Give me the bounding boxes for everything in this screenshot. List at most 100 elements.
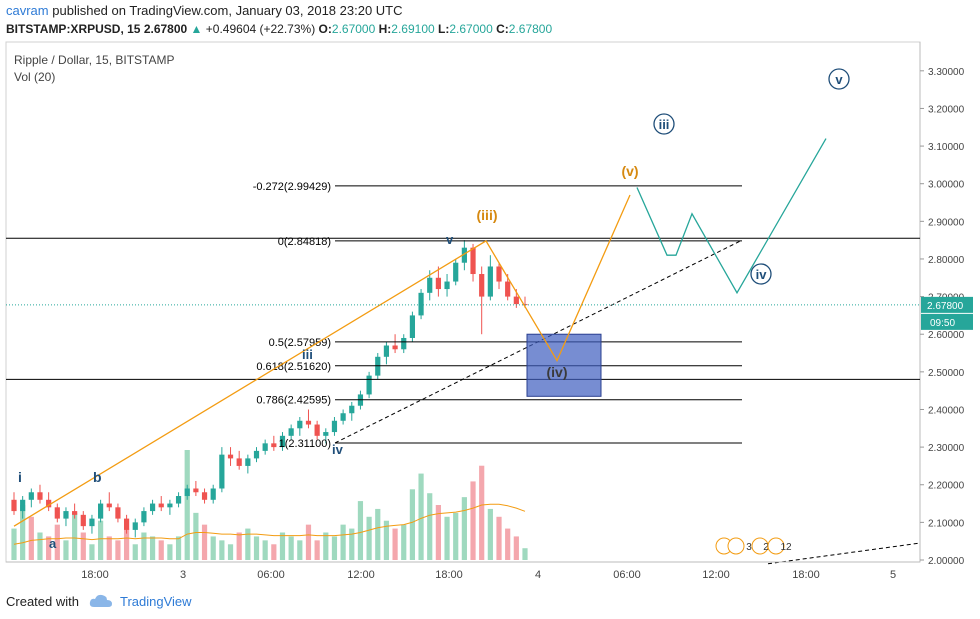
x-tick-label: 06:00	[613, 569, 641, 581]
candle-body	[427, 277, 433, 293]
y-tick-label: 2.60000	[928, 330, 965, 341]
x-tick-label: 12:00	[702, 569, 730, 581]
candle-body	[63, 511, 69, 519]
footer: Created with TradingView	[6, 594, 192, 611]
volume-bar	[418, 473, 424, 560]
teal-wave-path	[636, 138, 827, 295]
change-value: +0.49604 (+22.73%)	[205, 22, 316, 36]
candle-body	[167, 503, 173, 508]
volume-bar	[366, 516, 372, 560]
candle-body	[158, 503, 164, 508]
symbol-ohlc-bar: BITSTAMP:XRPUSD, 15 2.67800 ▲ +0.49604 (…	[6, 22, 552, 36]
wave-label-iii-circled-circle	[653, 113, 675, 135]
wave-label-a: a	[49, 536, 57, 551]
wave-label-iv-circled-circle	[750, 263, 772, 285]
volume-bar	[201, 524, 208, 560]
candle-body	[479, 274, 485, 297]
volume-bar	[305, 524, 312, 560]
last-price-tag-label: 2.67800	[927, 301, 964, 312]
price-chart[interactable]: -0.272(2.99429) 0(2.84818) 0.5(2.57959) 0.6…	[0, 40, 980, 596]
candle-body	[184, 488, 190, 497]
volume-bar	[158, 540, 164, 560]
candle-body	[288, 428, 294, 436]
countdown-tag	[921, 313, 973, 330]
volume-bar	[487, 508, 493, 560]
x-tick-label: 5	[890, 569, 896, 581]
y-tick-label: 3.30000	[928, 67, 965, 78]
author-link[interactable]: cavram	[6, 3, 49, 18]
tradingview-cloud-icon	[89, 594, 113, 611]
volume-bar	[323, 532, 329, 560]
volume-bar	[149, 536, 156, 560]
candle-body	[201, 492, 208, 500]
symbol-label: BITSTAMP:XRPUSD, 15	[6, 22, 141, 36]
x-tick-label: 3	[180, 569, 186, 581]
volume-ma-line	[13, 503, 526, 545]
volume-bar	[245, 528, 251, 560]
candle-body	[28, 492, 34, 500]
open-label: O:	[318, 22, 332, 36]
volume-bar	[72, 512, 78, 560]
volume-bar	[210, 536, 216, 560]
volume-bar	[435, 505, 441, 560]
candle-body	[271, 443, 277, 448]
volume-bar	[461, 497, 467, 560]
event-badge-count: 2	[763, 542, 769, 553]
high-label: H:	[378, 22, 392, 36]
volume-bar	[314, 540, 320, 560]
volume-bar	[98, 520, 104, 560]
volume-bar	[184, 450, 190, 560]
axis-layer: 3.30000 3.20000 3.10000 3.00000 2.90000 2.800…	[6, 67, 973, 581]
trendline-dashed-lower	[767, 542, 921, 565]
fib-level-label: 1(2.31100)	[279, 438, 331, 450]
candle-body	[37, 492, 43, 500]
x-tick-label: 18:00	[435, 569, 463, 581]
low-value: 2.67000	[449, 22, 493, 36]
candle-body	[80, 514, 86, 527]
candle-body	[106, 503, 112, 508]
x-tick-label: 4	[535, 569, 541, 581]
candle-body	[513, 296, 519, 305]
volume-indicator-label: Vol (20)	[14, 70, 55, 84]
y-tick-label: 2.50000	[928, 368, 965, 379]
candle-body	[46, 499, 52, 508]
candle-body	[409, 315, 416, 338]
fib-layer: -0.272(2.99429) 0(2.84818) 0.5(2.57959) 0.6…	[6, 181, 920, 450]
volume-bar	[20, 505, 26, 560]
volume-bar	[409, 489, 416, 560]
volume-bar	[132, 544, 138, 560]
candle-body	[461, 247, 467, 263]
candle-body	[11, 499, 17, 512]
candle-body	[20, 499, 26, 512]
volume-bar	[453, 512, 459, 560]
volume-bar	[167, 544, 173, 560]
volume-bar	[115, 540, 121, 560]
candle-body	[132, 522, 138, 530]
candle-body	[54, 507, 60, 519]
candle-body	[98, 503, 104, 519]
candle-body	[366, 375, 372, 395]
volume-bar	[470, 481, 476, 560]
last-price-tag	[921, 296, 973, 313]
volume-bar	[227, 544, 234, 560]
wave-label-v-small: v	[446, 232, 454, 247]
candle-body	[123, 518, 130, 530]
candle-body	[279, 435, 286, 448]
y-tick-label: 2.20000	[928, 481, 965, 492]
volume-bar	[522, 548, 528, 560]
volume-bar	[505, 528, 511, 560]
volume-bar	[357, 501, 364, 560]
publish-info: cavram published on TradingView.com, Jan…	[6, 3, 403, 18]
candle-body	[323, 432, 329, 436]
y-tick-label: 2.10000	[928, 518, 965, 529]
volume-bar	[331, 536, 338, 560]
wave-label-v-circled-circle	[828, 68, 850, 90]
close-label: C:	[496, 22, 509, 36]
volume-bar	[123, 528, 130, 560]
candle-body	[262, 443, 268, 451]
x-tick-label: 18:00	[81, 569, 109, 581]
y-tick-label: 2.30000	[928, 443, 965, 454]
chart-area[interactable]: -0.272(2.99429) 0(2.84818) 0.5(2.57959) 0.6…	[0, 40, 980, 596]
tradingview-link[interactable]: TradingView	[120, 594, 192, 609]
y-tick-label: 3.10000	[928, 142, 965, 153]
